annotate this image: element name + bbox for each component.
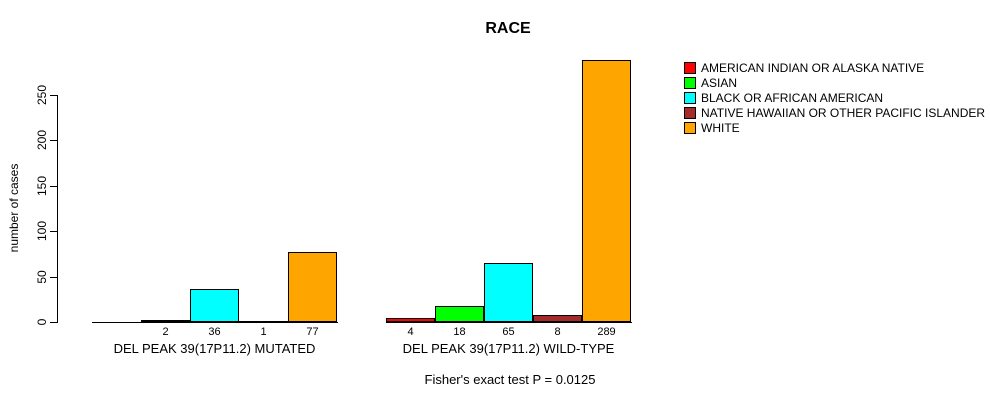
group-label: DEL PEAK 39(17P11.2) WILD-TYPE [402,341,615,356]
bar [190,289,239,322]
bar-value-label: 8 [554,326,561,338]
legend-label: BLACK OR AFRICAN AMERICAN [701,90,884,105]
y-tick-label: 50 [35,270,49,284]
bar-value-label: 77 [306,326,319,338]
legend-label: WHITE [701,120,740,135]
y-tick-label: 150 [35,175,49,197]
bar-value-label: 36 [208,326,221,338]
y-axis-line [57,95,58,323]
bar-value-label: 4 [407,326,414,338]
bar [141,320,190,322]
legend-swatch [684,61,696,74]
legend-item: BLACK OR AFRICAN AMERICAN [684,90,985,105]
bar-value-label: 65 [502,326,515,338]
bar [435,306,484,322]
x-axis-baseline [92,322,338,323]
bar [239,321,288,323]
legend: AMERICAN INDIAN OR ALASKA NATIVE ASIAN BLA… [684,60,985,135]
y-tick-mark [50,231,57,232]
y-tick-mark [50,322,57,323]
y-tick-label: 0 [35,318,49,326]
legend-swatch [684,121,696,134]
y-tick-label: 200 [35,129,49,151]
y-tick-mark [50,186,57,187]
y-tick-mark [50,277,57,278]
fisher-test-annotation: Fisher's exact test P = 0.0125 [424,372,596,387]
legend-label: NATIVE HAWAIIAN OR OTHER PACIFIC ISLANDE… [701,105,986,120]
y-tick-label: 100 [35,220,49,242]
legend-swatch [684,76,696,89]
x-axis-baseline [386,322,632,323]
group-label: DEL PEAK 39(17P11.2) MUTATED [113,341,316,356]
bar-value-label: 1 [260,326,267,338]
bar [386,318,435,322]
bar [484,263,533,322]
y-tick-mark [50,95,57,96]
bar-value-label: 18 [453,326,466,338]
y-axis-label: number of cases [7,163,21,253]
legend-item: ASIAN [684,75,985,90]
chart-title: RACE [485,20,531,37]
legend-swatch [684,106,696,119]
legend-label: AMERICAN INDIAN OR ALASKA NATIVE [701,60,925,75]
legend-item: NATIVE HAWAIIAN OR OTHER PACIFIC ISLANDE… [684,105,985,120]
bar [582,60,631,322]
bar [533,315,582,322]
y-tick-label: 250 [35,84,49,106]
legend-label: ASIAN [701,75,738,90]
legend-item: WHITE [684,120,985,135]
bar-value-label: 2 [162,326,169,338]
bar-value-label: 289 [597,326,616,338]
legend-item: AMERICAN INDIAN OR ALASKA NATIVE [684,60,985,75]
bar [288,252,337,322]
legend-swatch [684,91,696,104]
y-tick-mark [50,140,57,141]
